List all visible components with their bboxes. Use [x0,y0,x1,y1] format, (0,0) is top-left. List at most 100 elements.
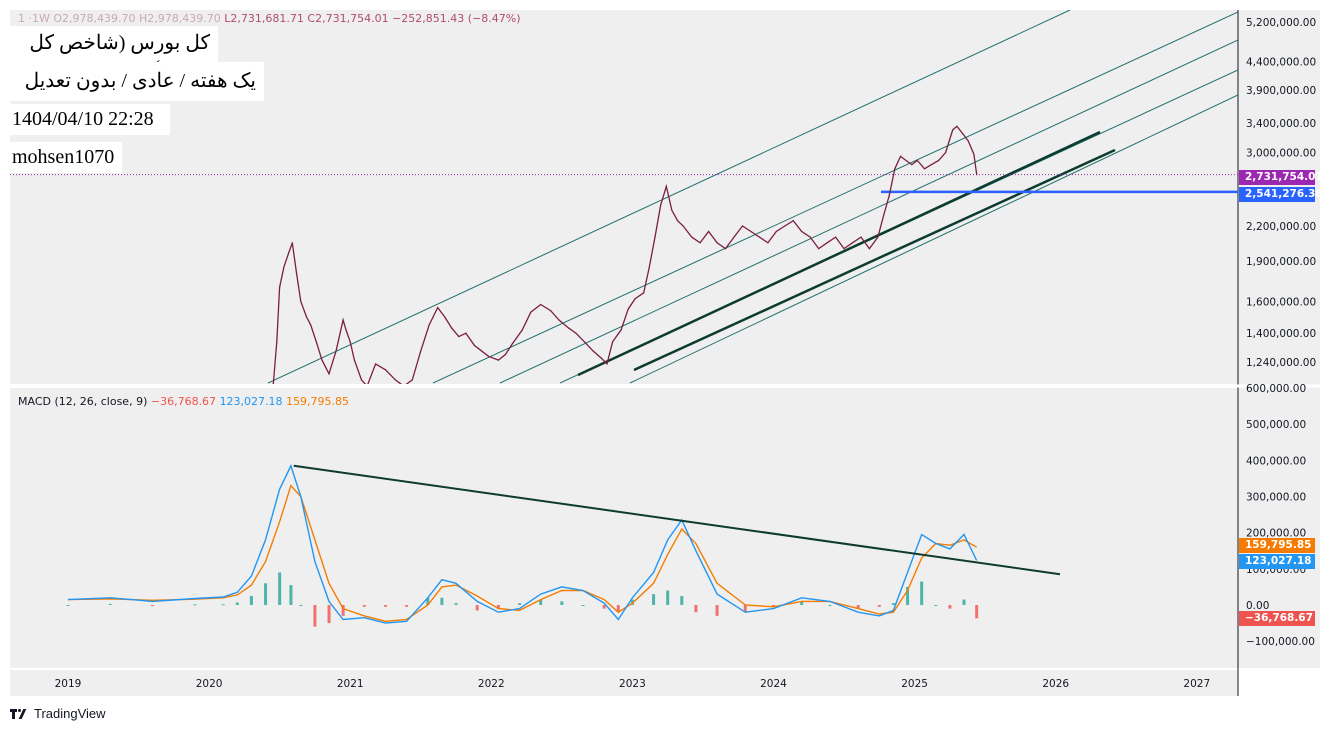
tradingview-logo-icon [10,708,30,720]
price-point [911,164,913,166]
price-point [521,329,523,331]
price-point [328,373,330,375]
macd-histogram-bar [743,605,747,613]
macd-histogram-bar [920,581,924,605]
price-point [497,359,499,361]
signal-value-tag: 159,795.85 [1239,538,1315,553]
price-point [860,236,862,238]
price-point [916,159,919,162]
price-point [305,316,308,318]
macd-histogram-bar [616,605,620,613]
macd-legend: MACD (12, 26, close, 9) −36,768.67 123,0… [18,395,349,408]
channel-line[interactable] [629,94,1238,384]
price-point [809,236,811,238]
price-point [291,242,293,244]
macd-trendline[interactable] [293,464,1061,576]
price-point [699,242,701,244]
time-axis-tick-label: 2026 [1042,678,1069,690]
price-point [374,363,377,365]
macd-histogram-bar [518,603,522,605]
price-point [961,132,964,135]
high-value: 2,978,439.70 [147,12,221,25]
price-point [660,204,662,206]
macd-histogram-bar [193,604,197,606]
macd-histogram-bar [772,605,775,607]
price-point [888,195,890,197]
macd-histogram-bar [383,605,387,607]
macd-histogram-bar [341,605,345,616]
price-point [801,230,803,233]
price-point [540,303,542,306]
macd-histogram-bar [289,585,293,605]
macd-legend-label: MACD (12, 26, close, 9) [18,395,148,408]
price-point [444,316,446,318]
macd-line[interactable] [67,463,978,624]
macd-histogram-bar [581,605,585,606]
price-point [899,155,902,158]
macd-histogram-bar [948,605,952,609]
note-author[interactable]: mohsen1070 [4,142,122,173]
macd-histogram-bar [666,590,670,605]
price-point [451,327,453,329]
price-point [487,355,490,357]
macd-value-tag: 123,027.18 [1239,554,1315,569]
macd-axis-tick-label: −100,000.00 [1246,636,1315,648]
macd-histogram-bar [299,605,303,606]
price-point [504,353,507,356]
macd-histogram-bar [108,603,112,605]
price-point [465,332,467,334]
price-point [792,220,794,222]
price-point [648,266,650,268]
hist-value-tag: −36,768.67 [1239,611,1315,626]
price-point [733,236,735,238]
macd-histogram-bar [560,601,564,605]
price-point [458,336,460,338]
channel-line[interactable] [432,11,1238,384]
channel-line[interactable] [633,148,1116,372]
price-point [575,332,577,334]
price-point [606,363,608,365]
macd-histogram-bar [694,605,698,613]
signal-line[interactable] [67,484,978,623]
price-point [654,236,656,238]
price-point [956,125,958,127]
price-point [342,319,344,321]
price-point [511,343,514,345]
price-point [834,236,837,238]
macd-histogram-bar [828,605,832,606]
price-axis-tick-label: 3,000,000.00 [1246,147,1316,159]
time-axis[interactable] [10,670,1238,696]
brand-label: TradingView [34,706,106,721]
price-point [676,220,679,222]
open-value: 2,978,439.70 [62,12,136,25]
macd-histogram-bar [440,597,444,605]
macd-pane[interactable] [10,388,1238,668]
note-timeframe[interactable]: یک هفته / عادی / بدون تعدیل [4,62,264,101]
macd-legend-signal: 159,795.85 [286,395,350,408]
close-value: 2,731,754.01 [315,12,389,25]
macd-histogram-bar [151,605,155,607]
price-point [287,254,289,256]
price-point [682,225,684,227]
macd-histogram-bar [539,599,543,605]
macd-histogram-bar [906,586,910,605]
price-point [353,359,356,361]
note-datetime[interactable]: 1404/04/10 22:28 [4,104,170,135]
price-point [643,292,645,294]
price-point [741,225,744,227]
price-point [612,341,614,343]
macd-histogram-bar [877,605,881,607]
macd-histogram-bar [715,605,719,616]
tradingview-brand[interactable]: TradingView [10,706,106,721]
channel-line[interactable] [577,130,1101,377]
price-axis-tick-label: 1,900,000.00 [1246,256,1316,268]
price-point [775,230,777,233]
price-point [558,319,560,321]
price-point [767,242,769,244]
price-point [530,311,532,313]
macd-histogram-bar [278,572,282,605]
macd-axis-tick-label: 500,000.00 [1246,419,1306,431]
price-point [937,159,940,162]
price-point [428,324,430,326]
